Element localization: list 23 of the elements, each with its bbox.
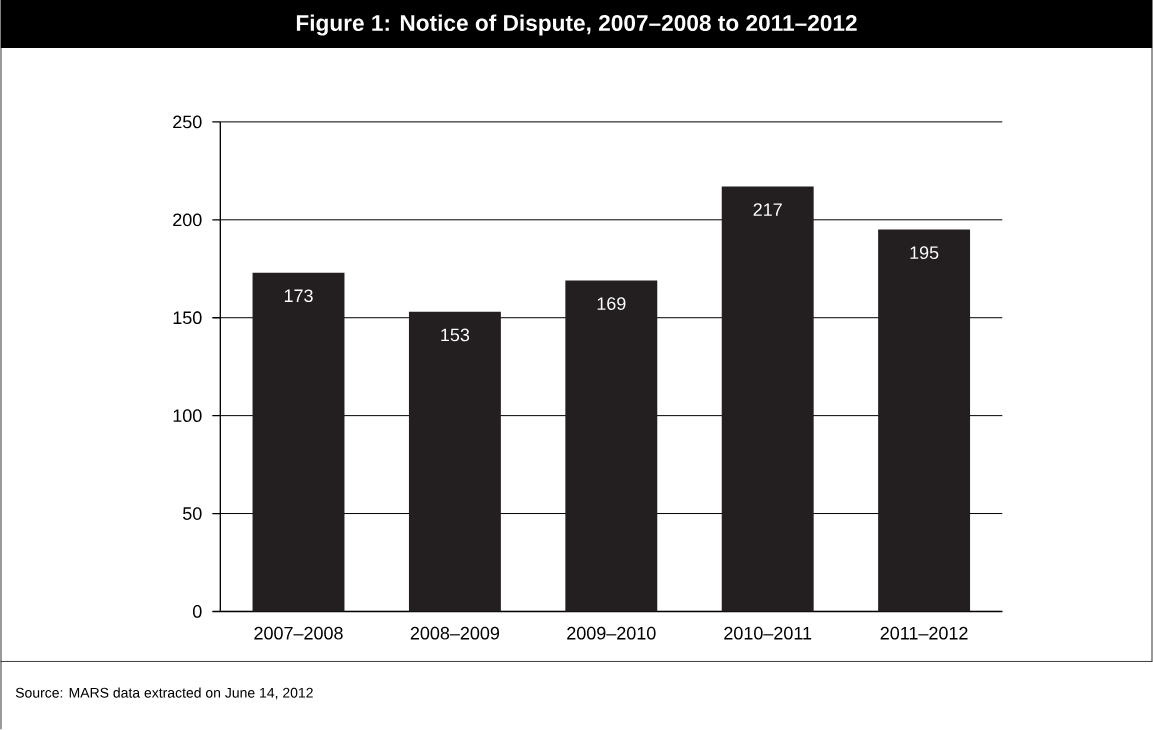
bar	[565, 280, 658, 612]
x-tick-label: 2008–2009	[410, 626, 500, 640]
bar	[878, 229, 971, 612]
data-label: 217	[753, 203, 782, 216]
data-label: 195	[910, 246, 939, 260]
x-tick-label: 2011–2012	[880, 626, 968, 640]
x-tick-label: 2007–2008	[254, 626, 343, 640]
y-tick-label: 50	[182, 507, 202, 520]
bar	[721, 186, 814, 612]
bar	[408, 311, 501, 612]
y-tick-label: 150	[173, 311, 202, 325]
source-note: Source: MARS data extracted on June 14, 2012	[15, 687, 313, 700]
data-label: 153	[441, 328, 470, 342]
data-label: 169	[597, 297, 626, 310]
x-tick-label: 2010–2011	[724, 626, 812, 640]
data-label: 173	[284, 289, 313, 303]
y-tick-label: 200	[173, 213, 202, 227]
y-tick-label: 0	[192, 605, 202, 618]
chart-title: Figure 1: Notice of Dispute, 2007–2008 to 2011–2012	[296, 14, 857, 36]
bar	[252, 272, 345, 612]
x-tick-label: 2009–2010	[567, 626, 656, 640]
y-tick-label: 100	[173, 409, 202, 423]
y-tick-label: 250	[173, 115, 202, 129]
